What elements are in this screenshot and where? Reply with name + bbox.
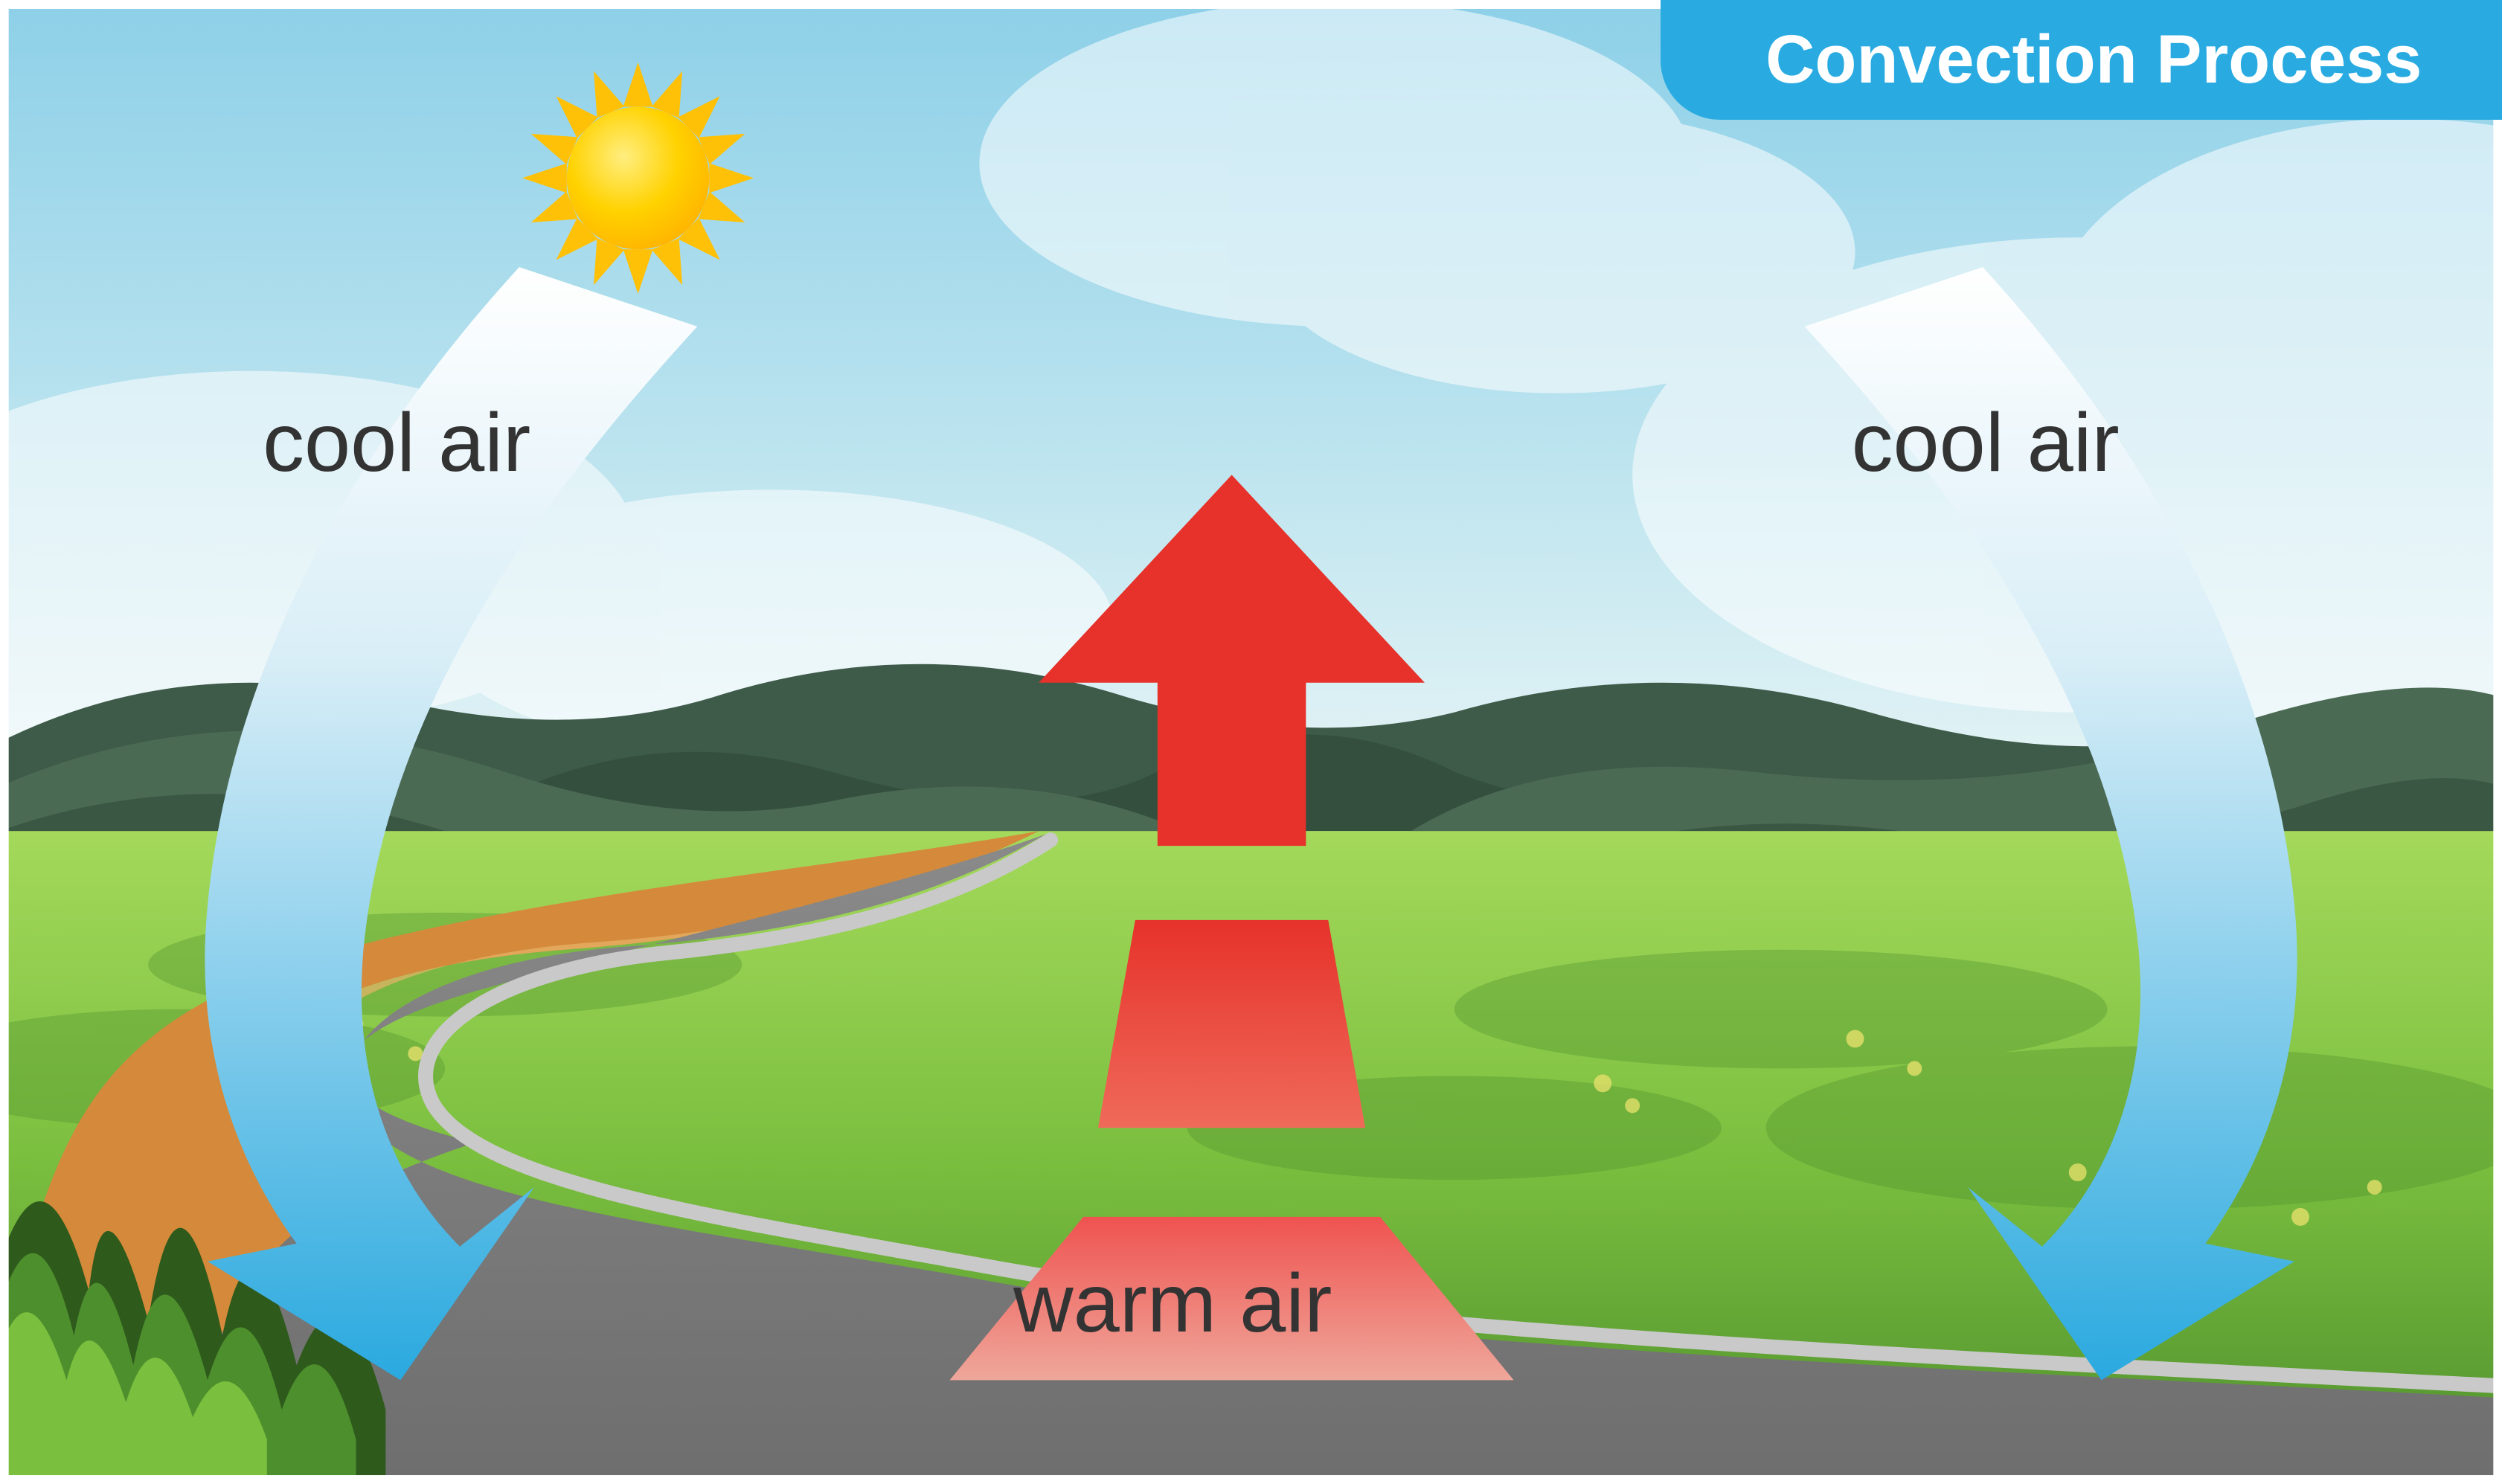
- sun-core: [567, 107, 710, 250]
- title-banner: Convection Process: [1661, 0, 2502, 120]
- diagram-stage: Convection Process cool air cool air war…: [0, 0, 2502, 1484]
- label-cool-air-left: cool air: [263, 401, 530, 484]
- sun: [522, 62, 754, 294]
- label-cool-air-right: cool air: [1852, 401, 2120, 484]
- label-warm-air: warm air: [1013, 1262, 1332, 1345]
